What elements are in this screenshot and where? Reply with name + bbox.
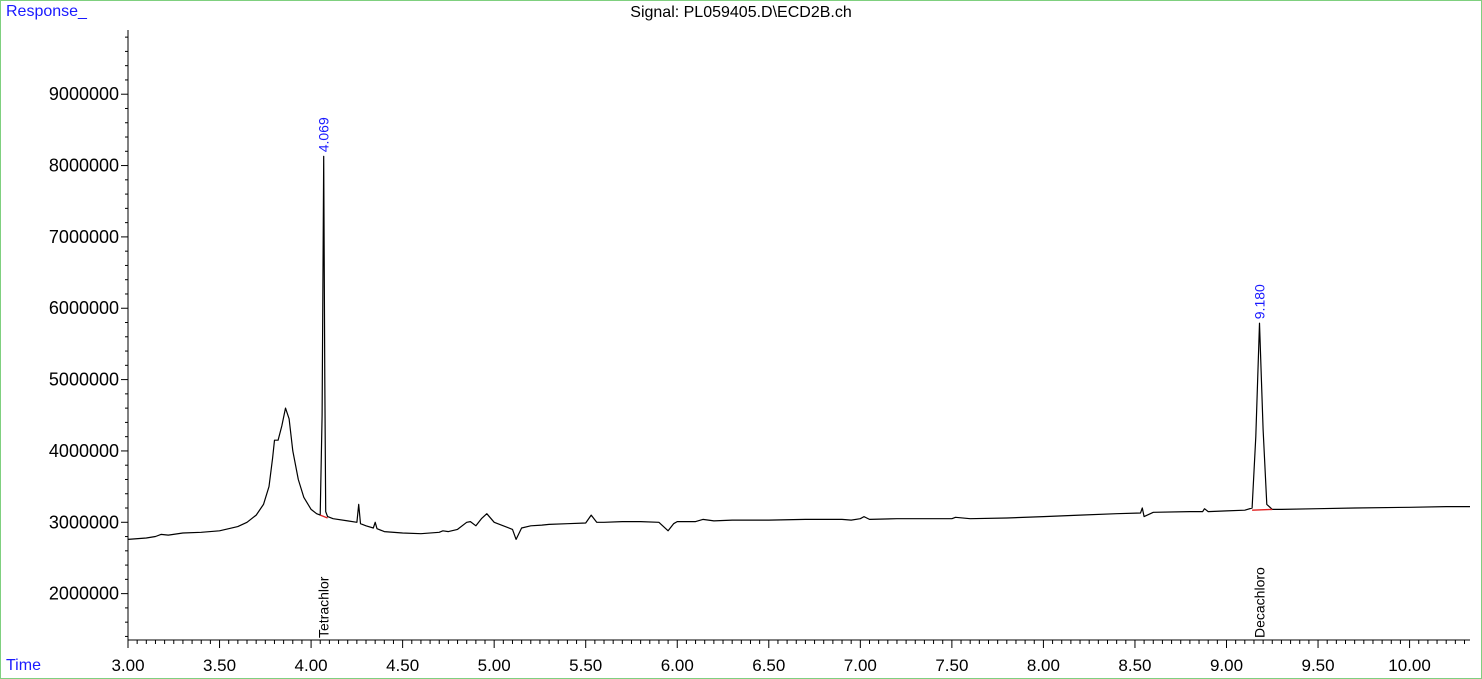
peak-compound-label: Decachloro — [1251, 567, 1267, 638]
peak-retention-label: 9.180 — [1251, 284, 1267, 319]
x-tick-label: 7.50 — [935, 656, 968, 675]
y-tick-label: 8000000 — [49, 156, 119, 176]
x-tick-label: 8.00 — [1027, 656, 1060, 675]
x-tick-label: 9.00 — [1210, 656, 1243, 675]
baseline-segment — [319, 514, 328, 519]
baseline-segment — [1252, 508, 1273, 511]
x-tick-label: 6.00 — [661, 656, 694, 675]
chart-title: Signal: PL059405.D\ECD2B.ch — [630, 4, 852, 21]
x-tick-label: 4.00 — [295, 656, 328, 675]
y-tick-label: 7000000 — [49, 227, 119, 247]
y-tick-label: 6000000 — [49, 298, 119, 318]
signal-trace — [127, 155, 1470, 541]
x-tick-label: 6.50 — [752, 656, 785, 675]
x-tick-label: 10.00 — [1388, 656, 1431, 675]
y-tick-label: 3000000 — [49, 512, 119, 532]
y-tick-label: 5000000 — [49, 370, 119, 390]
x-tick-label: 8.50 — [1118, 656, 1151, 675]
x-tick-label: 5.00 — [478, 656, 511, 675]
x-tick-label: 5.50 — [569, 656, 602, 675]
y-tick-label: 4000000 — [49, 441, 119, 461]
x-axis-label: Time — [6, 657, 41, 674]
x-tick-label: 3.00 — [111, 656, 144, 675]
x-tick-label: 3.50 — [203, 656, 236, 675]
peak-compound-label: Tetrachlor — [316, 576, 332, 638]
y-tick-label: 2000000 — [49, 584, 119, 604]
peak-retention-label: 4.069 — [316, 117, 332, 152]
x-tick-label: 4.50 — [386, 656, 419, 675]
y-axis-label: Response_ — [6, 3, 87, 20]
y-tick-label: 9000000 — [49, 84, 119, 104]
x-tick-label: 7.00 — [844, 656, 877, 675]
x-tick-label: 9.50 — [1301, 656, 1334, 675]
